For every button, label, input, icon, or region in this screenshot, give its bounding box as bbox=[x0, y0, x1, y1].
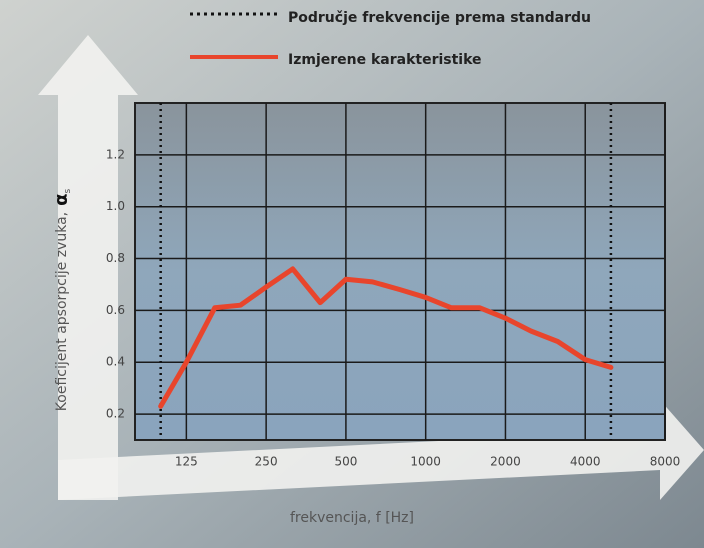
y-tick-label: 0.2 bbox=[106, 407, 125, 421]
x-tick-label: 2000 bbox=[490, 455, 521, 469]
x-tick-label: 8000 bbox=[650, 455, 681, 469]
x-tick-label: 1000 bbox=[410, 455, 441, 469]
legend-label: Izmjerene karakteristike bbox=[288, 52, 482, 68]
y-tick-label: 0.8 bbox=[106, 251, 125, 265]
y-tick-label: 1.2 bbox=[106, 147, 125, 161]
x-tick-label: 4000 bbox=[570, 455, 601, 469]
x-axis-arrow bbox=[58, 400, 704, 500]
y-tick-label: 1.0 bbox=[106, 199, 125, 213]
y-axis-arrow bbox=[38, 35, 138, 500]
y-axis-label: Koeficijent apsorpcije zvuka, αs bbox=[51, 189, 73, 412]
y-tick-label: 0.4 bbox=[106, 355, 125, 369]
y-axis-subscript: s bbox=[63, 189, 73, 194]
y-tick-label: 0.6 bbox=[106, 303, 125, 317]
y-axis-label-text: Koeficijent apsorpcije zvuka, bbox=[54, 212, 70, 411]
series-line bbox=[158, 266, 614, 409]
x-tick-label: 250 bbox=[255, 455, 278, 469]
legend-label: Područje frekvencije prema standardu bbox=[288, 10, 591, 26]
plot-area bbox=[134, 102, 666, 441]
y-axis-symbol: α bbox=[51, 194, 72, 206]
x-tick-label: 500 bbox=[334, 455, 357, 469]
x-axis-label: frekvencija, f [Hz] bbox=[290, 510, 414, 526]
x-tick-label: 125 bbox=[175, 455, 198, 469]
